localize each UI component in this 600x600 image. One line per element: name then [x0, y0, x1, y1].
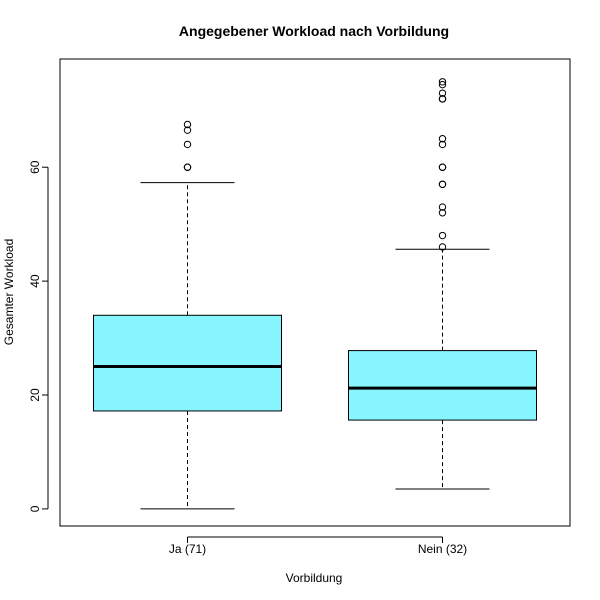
outlier-point	[438, 135, 447, 143]
y-axis-label: Gesamter Workload	[2, 239, 16, 345]
x-axis: Ja (71) Nein (32)	[169, 536, 467, 556]
outlier-point	[438, 140, 447, 149]
iqr-box	[93, 314, 282, 412]
outlier-point	[183, 120, 192, 129]
outlier-point	[183, 140, 192, 149]
box-group	[348, 78, 537, 490]
outlier-point	[438, 231, 447, 240]
outlier-point	[438, 95, 447, 103]
outlier-point	[438, 243, 447, 251]
plot-area	[93, 78, 537, 510]
outlier-point	[438, 163, 447, 171]
y-tick-label: 60	[28, 160, 42, 174]
outlier-point	[438, 89, 447, 97]
x-tick-label: Ja (71)	[169, 542, 206, 556]
outlier-point	[438, 180, 447, 188]
x-tick-label: Nein (32)	[418, 542, 467, 556]
y-tick-label: 40	[28, 274, 42, 288]
outlier-point	[183, 126, 192, 134]
chart-title: Angegebener Workload nach Vorbildung	[179, 23, 449, 39]
y-tick-label: 20	[28, 388, 42, 402]
plot-frame	[59, 58, 571, 527]
box-group	[93, 120, 282, 510]
iqr-box	[348, 350, 537, 421]
outlier-point	[438, 80, 447, 89]
outlier-point	[183, 163, 192, 171]
outlier-point	[438, 209, 447, 217]
outlier-point	[438, 78, 447, 86]
outlier-point	[438, 203, 447, 211]
y-axis: 0 20 40 60	[28, 160, 49, 512]
x-axis-label: Vorbildung	[286, 571, 343, 585]
y-tick-label: 0	[28, 505, 42, 512]
